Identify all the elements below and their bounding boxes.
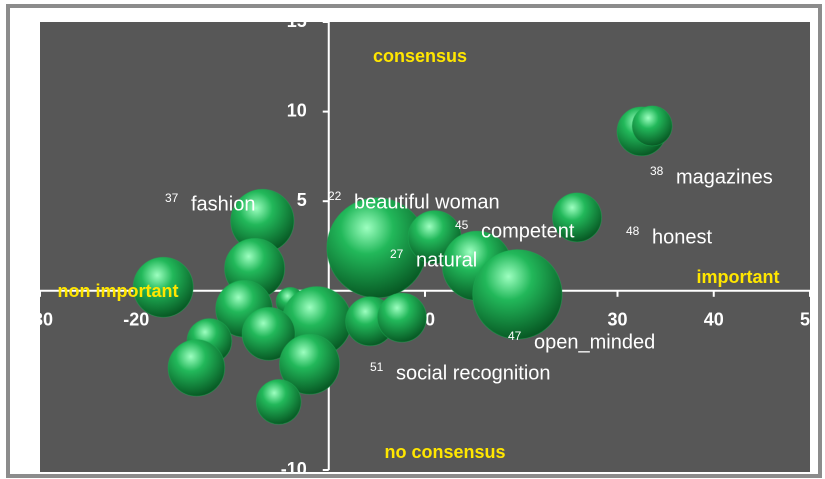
point-id: 48 [626,224,640,238]
y-tick-label: 15 [287,11,307,31]
plot-layer: -30-20-1001020304050-10-551015consensusn… [27,11,820,479]
bubble [279,333,340,395]
bubble [552,192,603,243]
point-label: open_minded [534,331,655,353]
bubble [132,256,194,318]
point-id: 37 [165,191,179,205]
bubble [472,249,563,340]
annotation: no consensus [384,442,505,462]
point-label: magazines [676,166,773,188]
y-tick-label: 10 [287,100,307,120]
point-label: social recognition [396,362,551,384]
bubble [241,306,296,361]
bubble [255,379,302,425]
bubble [376,292,427,343]
point-label: competent [481,220,575,242]
annotation: non important [58,281,179,301]
y-tick-label: 5 [297,190,307,210]
point-label: beautiful woman [354,191,500,213]
x-tick-label: 30 [607,310,627,330]
point-id: 27 [390,247,404,261]
point-id: 45 [455,218,469,232]
bubble [631,105,673,147]
bubble [167,339,226,397]
x-tick-label: -20 [123,310,149,330]
annotation: consensus [373,46,467,66]
y-tick-label: -10 [281,459,307,479]
x-tick-label: -30 [27,310,53,330]
point-id: 22 [328,189,342,203]
point-label: natural [416,249,477,271]
point-id: 38 [650,164,664,178]
x-tick-label: 50 [800,310,820,330]
point-label: fashion [191,193,256,215]
annotation: important [697,267,780,287]
point-id: 51 [370,360,384,374]
x-tick-label: 40 [704,310,724,330]
point-label: honest [652,226,712,248]
point-id: 47 [508,329,522,343]
